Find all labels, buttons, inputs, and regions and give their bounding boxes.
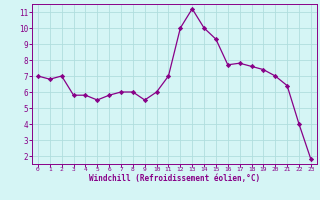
X-axis label: Windchill (Refroidissement éolien,°C): Windchill (Refroidissement éolien,°C) [89, 174, 260, 183]
